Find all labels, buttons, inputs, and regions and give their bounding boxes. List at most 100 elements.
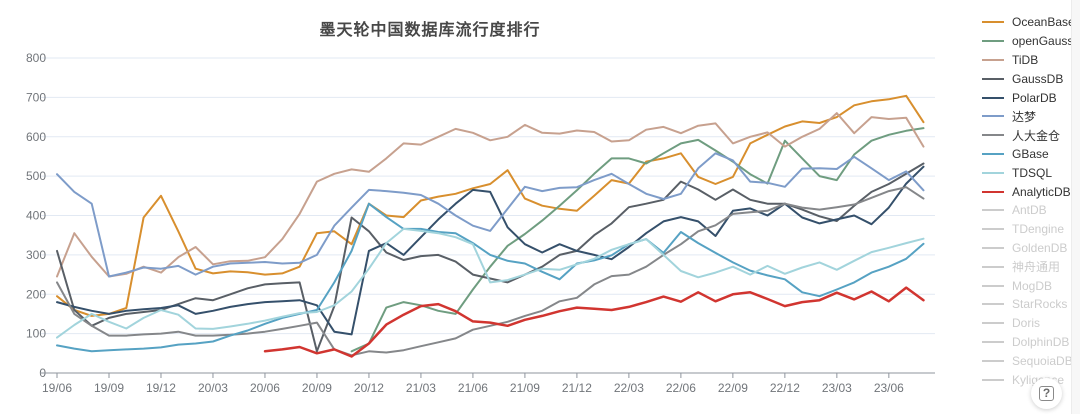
- series-line-PolarDB: [56, 165, 925, 336]
- legend-line-icon: [982, 171, 1004, 174]
- x-tick-label: 22/06: [666, 381, 696, 395]
- legend-label: GBase: [1012, 146, 1049, 161]
- legend-item-SequoiaDB[interactable]: SequoiaDB: [982, 351, 1074, 370]
- x-tick-label: 23/06: [874, 381, 904, 395]
- legend-label: Doris: [1012, 316, 1041, 331]
- legend-label: GoldenDB: [1012, 240, 1068, 255]
- legend-line-icon: [982, 359, 1004, 362]
- x-tick-label: 20/12: [354, 381, 384, 395]
- legend-label: openGauss: [1012, 34, 1074, 49]
- series-line-openGauss: [350, 127, 925, 353]
- legend-line-icon: [982, 303, 1004, 306]
- series-line-AnalyticDB: [263, 286, 925, 358]
- legend-line-icon: [982, 340, 1004, 343]
- x-tick-label: 21/12: [562, 381, 592, 395]
- legend-item-AnalyticDB[interactable]: AnalyticDB: [982, 182, 1074, 201]
- x-tick-label: 22/09: [718, 381, 748, 395]
- legend-line-icon: [982, 265, 1004, 268]
- legend-item-TDengine[interactable]: TDengine: [982, 220, 1074, 239]
- help-button[interactable]: ?: [1031, 378, 1062, 409]
- legend-label: AntDB: [1012, 203, 1047, 218]
- x-tick-label: 21/06: [458, 381, 488, 395]
- x-tick-label: 20/09: [302, 381, 332, 395]
- legend-item-TiDB[interactable]: TiDB: [982, 51, 1074, 70]
- series-line-人大金仓: [56, 186, 925, 357]
- legend-line-icon: [982, 21, 1004, 24]
- legend-item-人大金仓[interactable]: 人大金仓: [982, 126, 1074, 145]
- legend-label: MogDB: [1012, 278, 1053, 293]
- x-tick-label: 19/12: [146, 381, 176, 395]
- legend-label: TDSQL: [1012, 165, 1053, 180]
- x-tick-label: 19/06: [42, 381, 72, 395]
- chart-title: 墨天轮中国数据库流行度排行: [319, 22, 541, 39]
- series-line-GaussDB: [56, 162, 925, 353]
- legend-label: AnalyticDB: [1012, 184, 1071, 199]
- legend-label: TDengine: [1012, 222, 1065, 237]
- legend-item-AntDB[interactable]: AntDB: [982, 201, 1074, 220]
- series-line-达梦: [56, 152, 925, 278]
- legend-line-icon: [982, 115, 1004, 118]
- y-tick-label: 300: [26, 248, 46, 262]
- legend-label: GaussDB: [1012, 71, 1064, 86]
- legend-label: 人大金仓: [1012, 128, 1061, 143]
- legend-line-icon: [982, 77, 1004, 80]
- x-tick-label: 21/03: [406, 381, 436, 395]
- x-tick-label: 22/12: [770, 381, 800, 395]
- y-tick-label: 400: [26, 209, 46, 223]
- legend-line-icon: [982, 96, 1004, 99]
- series-line-TiDB: [56, 112, 925, 278]
- legend-item-Doris[interactable]: Doris: [982, 314, 1074, 333]
- x-tick-label: 22/03: [614, 381, 644, 395]
- legend-item-openGauss[interactable]: openGauss: [982, 32, 1074, 51]
- legend-label: 神舟通用: [1012, 260, 1061, 275]
- legend-item-TDSQL[interactable]: TDSQL: [982, 163, 1074, 182]
- legend-item-PolarDB[interactable]: PolarDB: [982, 88, 1074, 107]
- legend-line-icon: [982, 58, 1004, 61]
- x-tick-label: 20/03: [198, 381, 228, 395]
- y-tick-label: 800: [26, 51, 46, 65]
- y-tick-label: 600: [26, 130, 46, 144]
- legend-item-达梦[interactable]: 达梦: [982, 107, 1074, 126]
- legend-line-icon: [982, 40, 1004, 43]
- legend-label: OceanBase: [1012, 15, 1074, 30]
- legend-label: 达梦: [1012, 109, 1037, 124]
- legend-line-icon: [982, 284, 1004, 287]
- y-tick-label: 100: [26, 327, 46, 341]
- legend-item-MogDB[interactable]: MogDB: [982, 276, 1074, 295]
- legend-item-GBase[interactable]: GBase: [982, 145, 1074, 164]
- series-line-TDSQL: [56, 227, 925, 339]
- legend-label: StarRocks: [1012, 297, 1068, 312]
- legend-line-icon: [982, 209, 1004, 212]
- legend-line-icon: [982, 228, 1004, 231]
- legend-line-icon: [982, 322, 1004, 325]
- x-tick-label: 20/06: [250, 381, 280, 395]
- x-tick-label: 21/09: [510, 381, 540, 395]
- legend-label: DolphinDB: [1012, 334, 1070, 349]
- series-line-GBase: [56, 202, 925, 353]
- legend-line-icon: [982, 190, 1004, 193]
- legend-item-神舟通用[interactable]: 神舟通用: [982, 257, 1074, 276]
- series-line-OceanBase: [56, 94, 925, 317]
- question-mark-icon: ?: [1038, 386, 1055, 401]
- legend-line-icon: [982, 246, 1004, 249]
- y-tick-label: 700: [26, 90, 46, 104]
- legend-line-icon: [982, 134, 1004, 137]
- legend-line-icon: [982, 152, 1004, 155]
- legend-item-GoldenDB[interactable]: GoldenDB: [982, 239, 1074, 258]
- legend-item-DolphinDB[interactable]: DolphinDB: [982, 333, 1074, 352]
- legend-label: SequoiaDB: [1012, 353, 1073, 368]
- legend-item-OceanBase[interactable]: OceanBase: [982, 13, 1074, 32]
- scrollbar-track[interactable]: [1071, 0, 1080, 414]
- legend-item-GaussDB[interactable]: GaussDB: [982, 69, 1074, 88]
- legend-label: TiDB: [1012, 52, 1039, 67]
- legend-line-icon: [982, 378, 1004, 381]
- chart-legend: OceanBase openGauss TiDB GaussDB PolarDB 达梦人大…: [982, 13, 1074, 389]
- x-tick-label: 19/09: [94, 381, 124, 395]
- legend-label: PolarDB: [1012, 90, 1057, 105]
- y-tick-label: 500: [26, 169, 46, 183]
- x-tick-label: 23/03: [822, 381, 852, 395]
- legend-item-StarRocks[interactable]: StarRocks: [982, 295, 1074, 314]
- y-tick-label: 200: [26, 287, 46, 301]
